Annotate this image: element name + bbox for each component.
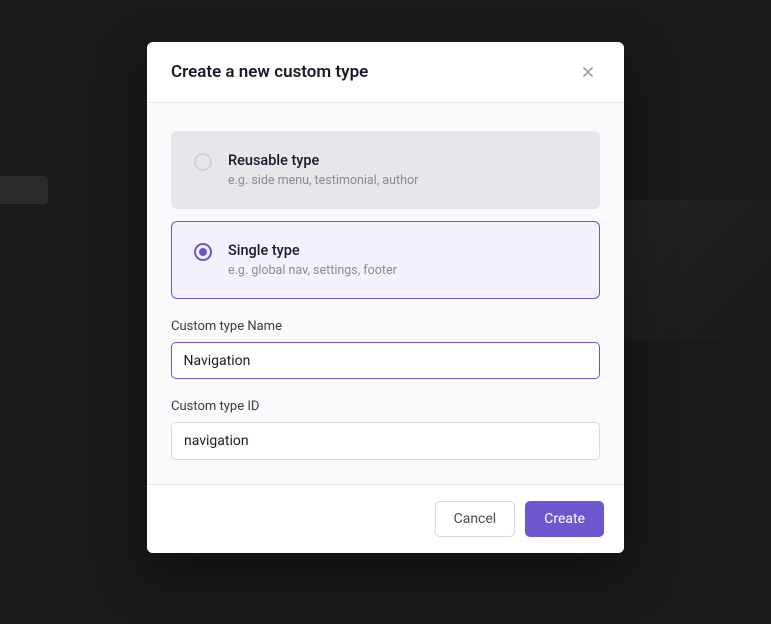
option-subtitle-single: e.g. global nav, settings, footer: [228, 263, 397, 278]
backdrop-left-panel: [0, 176, 48, 204]
radio-single: [194, 243, 212, 261]
type-option-reusable[interactable]: Reusable type e.g. side menu, testimonia…: [171, 131, 600, 209]
field-group-id: Custom type ID: [171, 399, 600, 460]
option-title-reusable: Reusable type: [228, 152, 418, 169]
close-icon: [580, 64, 596, 80]
radio-reusable: [194, 153, 212, 171]
input-custom-type-id[interactable]: [171, 422, 600, 460]
create-custom-type-modal: Create a new custom type Reusable type e…: [147, 42, 624, 553]
close-button[interactable]: [576, 60, 600, 84]
modal-footer: Cancel Create: [147, 484, 624, 553]
label-custom-type-id: Custom type ID: [171, 399, 600, 414]
input-custom-type-name[interactable]: [171, 342, 600, 379]
create-button[interactable]: Create: [525, 501, 604, 537]
option-title-single: Single type: [228, 242, 397, 259]
option-subtitle-reusable: e.g. side menu, testimonial, author: [228, 173, 418, 188]
field-group-name: Custom type Name: [171, 319, 600, 379]
cancel-button[interactable]: Cancel: [435, 501, 516, 537]
option-text-reusable: Reusable type e.g. side menu, testimonia…: [228, 152, 418, 188]
type-option-single[interactable]: Single type e.g. global nav, settings, f…: [171, 221, 600, 299]
modal-header: Create a new custom type: [147, 42, 624, 103]
label-custom-type-name: Custom type Name: [171, 319, 600, 334]
modal-title: Create a new custom type: [171, 62, 368, 82]
option-text-single: Single type e.g. global nav, settings, f…: [228, 242, 397, 278]
modal-body: Reusable type e.g. side menu, testimonia…: [147, 103, 624, 484]
